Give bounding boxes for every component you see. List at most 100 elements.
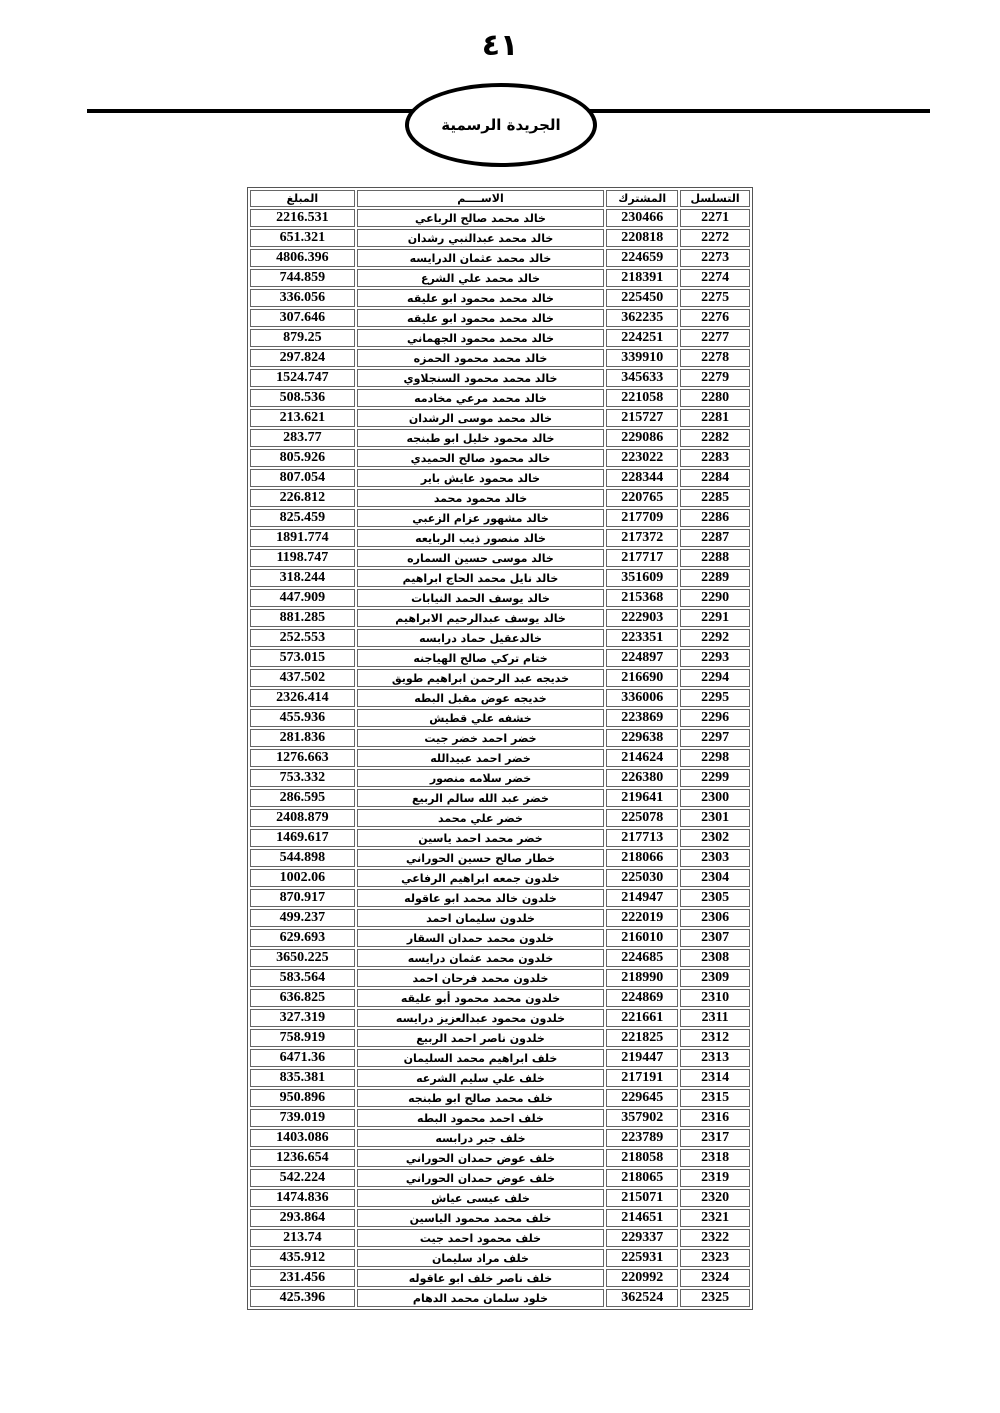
name-cell: خالد محمود صالح الحميدي xyxy=(356,449,605,467)
table-row: 2289 351609 خالد نايل محمد الحاج ابراهيم 31… xyxy=(250,569,750,587)
name-cell: خالد محمود محمد xyxy=(356,489,605,507)
subscriber-cell: 218066 xyxy=(606,849,679,867)
table-row: 2300 219641 خضر عبد الله سالم الربيع 286.59… xyxy=(250,789,750,807)
table-row: 2281 215727 خالد محمد موسى الرشدان 213.621 xyxy=(250,409,750,427)
subscriber-cell: 216010 xyxy=(606,929,679,947)
amount-cell: 286.595 xyxy=(250,789,355,807)
name-cell: خضر احمد خضر جيت xyxy=(356,729,605,747)
name-cell: خلدون محمد عثمان درايسه xyxy=(356,949,605,967)
table-row: 2324 220992 خلف ناصر خلف ابو عاقوله 231.456 xyxy=(250,1269,750,1287)
table-body: 2271 230466 خالد محمد صالح الرباعي 2216.531… xyxy=(250,209,750,1307)
subscriber-cell: 220992 xyxy=(606,1269,679,1287)
name-cell: خشفه علي قطيش xyxy=(356,709,605,727)
serial-cell: 2319 xyxy=(680,1169,750,1187)
table-row: 2313 219447 خلف ابراهيم محمد السليمان 6471.… xyxy=(250,1049,750,1067)
serial-cell: 2324 xyxy=(680,1269,750,1287)
amount-cell: 1524.747 xyxy=(250,369,355,387)
name-cell: خلف محمود احمد جيت xyxy=(356,1229,605,1247)
header-name: الاســــم xyxy=(356,190,605,207)
serial-cell: 2320 xyxy=(680,1189,750,1207)
table-row: 2291 222903 خالد يوسف عبدالرحيم الابراهيم 8… xyxy=(250,609,750,627)
table-row: 2286 217709 خالد مشهور عزام الزعبي 825.459 xyxy=(250,509,750,527)
subscriber-cell: 223351 xyxy=(606,629,679,647)
subscriber-cell: 224659 xyxy=(606,249,679,267)
amount-cell: 437.502 xyxy=(250,669,355,687)
table-row: 2321 214651 خلف محمد محمود الياسين 293.864 xyxy=(250,1209,750,1227)
subscriber-cell: 221661 xyxy=(606,1009,679,1027)
name-cell: خلدون محمد فرحان احمد xyxy=(356,969,605,987)
table-header-row: التسلسل المشترك الاســــم المبلغ xyxy=(250,190,750,207)
name-cell: خالد محمود عايش باير xyxy=(356,469,605,487)
amount-cell: 950.896 xyxy=(250,1089,355,1107)
amount-cell: 226.812 xyxy=(250,489,355,507)
table-row: 2323 225931 خلف مراد سليمان 435.912 xyxy=(250,1249,750,1267)
amount-cell: 213.74 xyxy=(250,1229,355,1247)
serial-cell: 2314 xyxy=(680,1069,750,1087)
subscriber-cell: 223869 xyxy=(606,709,679,727)
table-row: 2295 336006 خديجه عوض مقبل البطه 2326.414 xyxy=(250,689,750,707)
amount-cell: 3650.225 xyxy=(250,949,355,967)
table-row: 2325 362524 خلود سلمان محمد الدهام 425.396 xyxy=(250,1289,750,1307)
serial-cell: 2296 xyxy=(680,709,750,727)
name-cell: خالد محمد محمود السنجلاوي xyxy=(356,369,605,387)
name-cell: خالد يوسف عبدالرحيم الابراهيم xyxy=(356,609,605,627)
subscriber-cell: 223789 xyxy=(606,1129,679,1147)
name-cell: خالد محمد موسى الرشدان xyxy=(356,409,605,427)
header-amount: المبلغ xyxy=(250,190,355,207)
table-row: 2272 220818 خالد محمد عبدالنبي رشدان 651.32… xyxy=(250,229,750,247)
serial-cell: 2303 xyxy=(680,849,750,867)
serial-cell: 2271 xyxy=(680,209,750,227)
table-row: 2304 225030 خلدون جمعه ابراهيم الرفاعي 1002… xyxy=(250,869,750,887)
name-cell: خالد محمد محمود ابو عليقه xyxy=(356,309,605,327)
name-cell: خلف مراد سليمان xyxy=(356,1249,605,1267)
amount-cell: 283.77 xyxy=(250,429,355,447)
subscriber-cell: 220765 xyxy=(606,489,679,507)
table-row: 2277 224251 خالد محمد محمود الجهماني 879.25 xyxy=(250,329,750,347)
subscriber-cell: 222903 xyxy=(606,609,679,627)
serial-cell: 2278 xyxy=(680,349,750,367)
serial-cell: 2299 xyxy=(680,769,750,787)
subscriber-cell: 221058 xyxy=(606,389,679,407)
name-cell: خالد نايل محمد الحاج ابراهيم xyxy=(356,569,605,587)
subscriber-cell: 224251 xyxy=(606,329,679,347)
subscriber-cell: 336006 xyxy=(606,689,679,707)
serial-cell: 2286 xyxy=(680,509,750,527)
name-cell: خلدون ناصر احمد الربيع xyxy=(356,1029,605,1047)
gazette-title: الجريدة الرسمية xyxy=(441,116,561,134)
amount-cell: 651.321 xyxy=(250,229,355,247)
name-cell: خلدون محمد محمود أبو عليقه xyxy=(356,989,605,1007)
subscriber-cell: 226380 xyxy=(606,769,679,787)
amount-cell: 1474.836 xyxy=(250,1189,355,1207)
serial-cell: 2295 xyxy=(680,689,750,707)
payments-table: التسلسل المشترك الاســــم المبلغ 2271 230… xyxy=(247,187,753,1310)
name-cell: خلف عوض حمدان الحوراني xyxy=(356,1169,605,1187)
name-cell: خطار صالح حسين الحوراني xyxy=(356,849,605,867)
table-row: 2293 224897 ختام تركي صالح الهياجنه 573.015 xyxy=(250,649,750,667)
amount-cell: 544.898 xyxy=(250,849,355,867)
amount-cell: 739.019 xyxy=(250,1109,355,1127)
subscriber-cell: 228344 xyxy=(606,469,679,487)
subscriber-cell: 225030 xyxy=(606,869,679,887)
amount-cell: 327.319 xyxy=(250,1009,355,1027)
subscriber-cell: 222019 xyxy=(606,909,679,927)
subscriber-cell: 339910 xyxy=(606,349,679,367)
table-row: 2309 218990 خلدون محمد فرحان احمد 583.564 xyxy=(250,969,750,987)
name-cell: خديجه عوض مقبل البطه xyxy=(356,689,605,707)
subscriber-cell: 224869 xyxy=(606,989,679,1007)
amount-cell: 425.396 xyxy=(250,1289,355,1307)
name-cell: خلدون سليمان احمد xyxy=(356,909,605,927)
name-cell: خالد موسى حسين السماره xyxy=(356,549,605,567)
table-row: 2271 230466 خالد محمد صالح الرباعي 2216.531 xyxy=(250,209,750,227)
table-row: 2288 217717 خالد موسى حسين السماره 1198.747 xyxy=(250,549,750,567)
serial-cell: 2273 xyxy=(680,249,750,267)
amount-cell: 455.936 xyxy=(250,709,355,727)
amount-cell: 1891.774 xyxy=(250,529,355,547)
serial-cell: 2285 xyxy=(680,489,750,507)
amount-cell: 1469.617 xyxy=(250,829,355,847)
amount-cell: 1236.654 xyxy=(250,1149,355,1167)
name-cell: خالد منصور ذيب الربايعه xyxy=(356,529,605,547)
table-row: 2292 223351 خالدعقيل حماد درابسه 252.553 xyxy=(250,629,750,647)
table-row: 2296 223869 خشفه علي قطيش 455.936 xyxy=(250,709,750,727)
table-row: 2317 223789 خلف جبر درابسه 1403.086 xyxy=(250,1129,750,1147)
subscriber-cell: 229638 xyxy=(606,729,679,747)
